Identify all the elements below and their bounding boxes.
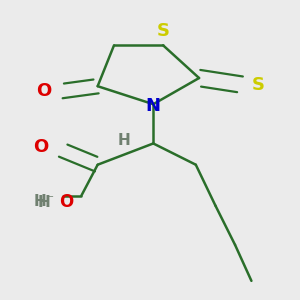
- Text: H: H: [34, 194, 47, 209]
- Text: H: H: [118, 133, 130, 148]
- Text: O: O: [59, 193, 74, 211]
- Text: S: S: [157, 22, 169, 40]
- Text: ⁻: ⁻: [47, 194, 53, 204]
- Text: O: O: [33, 138, 48, 156]
- Text: H: H: [37, 195, 50, 210]
- Text: O: O: [36, 82, 51, 100]
- Text: N: N: [146, 97, 161, 115]
- Text: S: S: [251, 76, 265, 94]
